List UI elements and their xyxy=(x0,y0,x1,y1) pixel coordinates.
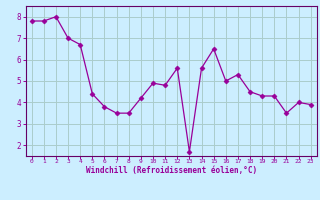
X-axis label: Windchill (Refroidissement éolien,°C): Windchill (Refroidissement éolien,°C) xyxy=(86,166,257,175)
